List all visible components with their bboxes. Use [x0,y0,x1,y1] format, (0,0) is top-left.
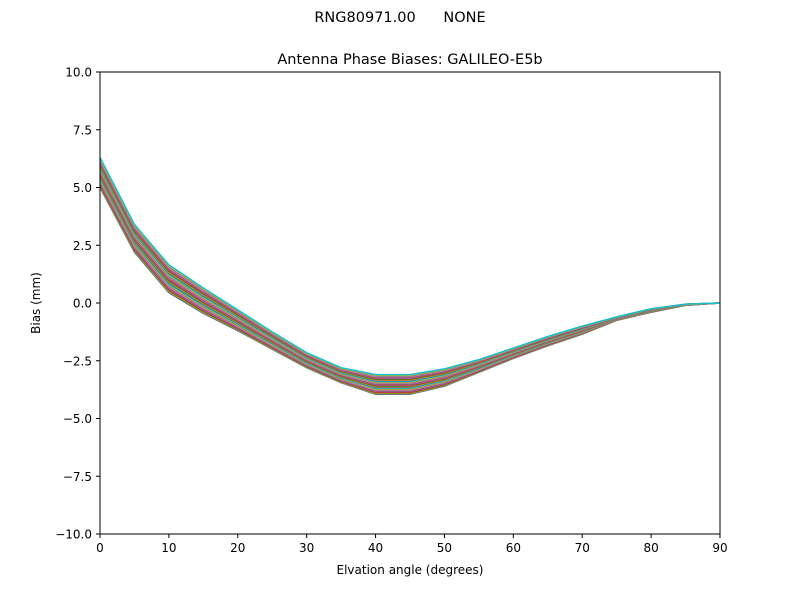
y-axis-label: Bias (mm) [29,272,43,334]
series-line [99,168,721,383]
series-line [99,160,721,378]
x-tick-label: 60 [506,541,521,555]
series-line [99,166,721,382]
x-tick-label: 20 [230,541,245,555]
series-line [99,161,721,379]
series-line [99,165,721,381]
x-tick-label: 70 [575,541,590,555]
x-tick-label: 0 [96,541,104,555]
x-tick-label: 80 [643,541,658,555]
y-tick-label: −2.5 [63,354,92,368]
series-line [99,163,721,380]
series-line [99,172,721,386]
x-tick-label: 50 [437,541,452,555]
y-tick-label: 5.0 [73,181,92,195]
y-tick-label: 7.5 [73,123,92,137]
x-tick-label: 90 [712,541,727,555]
series-line [99,157,721,376]
y-tick-label: −10.0 [55,528,92,542]
x-axis: 0 10 20 30 40 50 60 70 80 90 [96,534,728,555]
series-line [99,170,721,385]
series-line [99,162,721,379]
y-axis: 10.0 7.5 5.0 2.5 0.0 −2.5 −5.0 −7.5 −10.0 [55,66,100,542]
y-tick-label: 10.0 [65,66,92,80]
series-line [99,171,721,385]
series-line [99,167,721,383]
series-line [99,158,721,377]
x-axis-label: Elvation angle (degrees) [337,563,484,577]
series-line [99,173,721,387]
series-line [99,164,721,381]
series-lines [99,157,721,395]
y-tick-label: 2.5 [73,239,92,253]
x-tick-label: 10 [161,541,176,555]
y-tick-label: 0.0 [73,297,92,311]
chart-title: Antenna Phase Biases: GALILEO-E5b [277,52,542,68]
x-tick-label: 40 [368,541,383,555]
y-tick-label: −7.5 [63,470,92,484]
figure-suptitle: RNG80971.00 NONE [314,10,486,26]
y-tick-label: −5.0 [63,412,92,426]
x-tick-label: 30 [299,541,314,555]
series-line [99,169,721,384]
series-line [99,159,721,377]
